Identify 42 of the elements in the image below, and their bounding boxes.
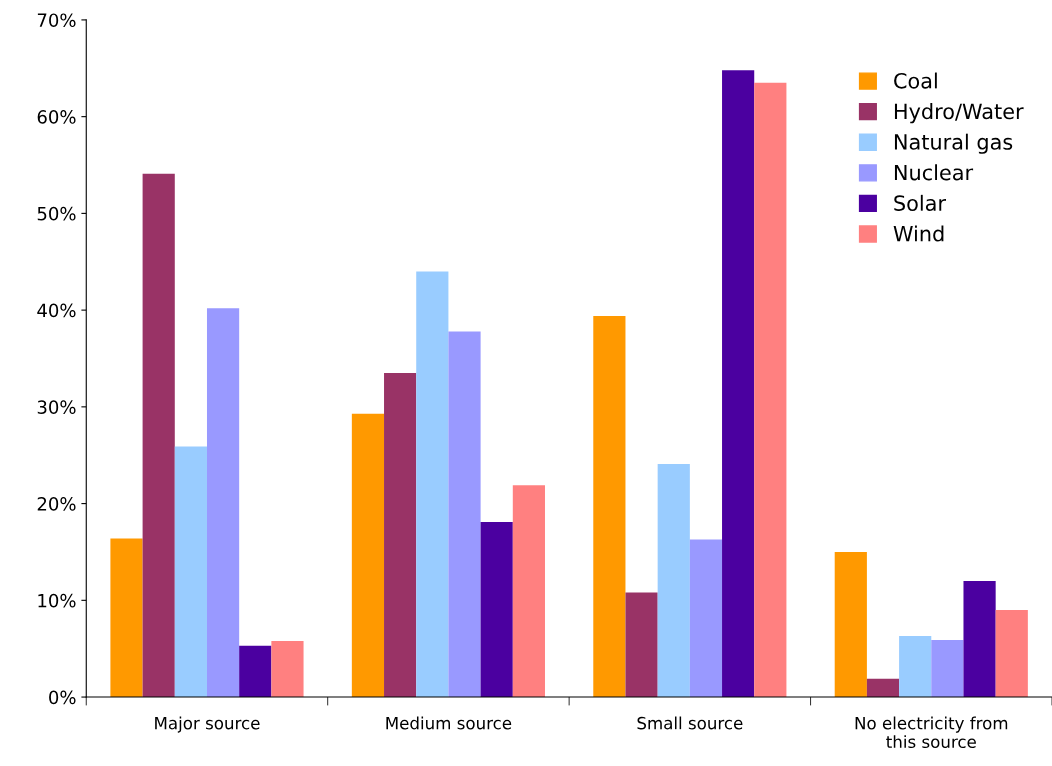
bar — [480, 521, 513, 698]
legend-label: Nuclear — [894, 164, 974, 181]
bar — [754, 82, 787, 698]
bar — [142, 173, 175, 698]
bar — [689, 539, 723, 698]
bar — [866, 678, 900, 698]
bar — [206, 308, 240, 698]
legend-label: Natural gas — [894, 133, 1013, 154]
y-tick-label: 0% — [49, 690, 76, 705]
y-tick-label: 40% — [37, 303, 76, 318]
bar — [416, 271, 449, 698]
bar — [384, 373, 417, 698]
bar — [174, 446, 207, 698]
bar — [271, 640, 304, 698]
bar — [722, 70, 755, 698]
x-tick-label: Medium source — [386, 716, 512, 730]
bar — [351, 413, 385, 698]
bar — [593, 315, 626, 698]
legend-label: Wind — [893, 225, 944, 242]
bar — [899, 636, 932, 698]
bar — [110, 538, 143, 698]
bar — [963, 580, 996, 698]
y-tick-label: 70% — [37, 13, 76, 28]
bar — [834, 551, 867, 698]
legend-label: Hydro/Water — [894, 103, 1024, 124]
y-tick-label: 60% — [37, 110, 76, 124]
y-tick-label: 50% — [37, 206, 76, 221]
bar — [512, 485, 545, 698]
x-tick-label: No electricity from this source — [855, 716, 1008, 749]
y-tick-label: 10% — [38, 593, 76, 608]
bar — [239, 645, 272, 698]
y-tick-label: 30% — [37, 400, 76, 414]
bar — [931, 639, 964, 698]
legend-label: Coal — [894, 72, 937, 89]
legend-label: Solar — [894, 194, 947, 211]
bar — [625, 592, 658, 698]
bar — [995, 610, 1028, 698]
x-tick-label: Major source — [155, 716, 260, 733]
bar — [448, 331, 481, 698]
y-tick-label: 20% — [37, 497, 76, 511]
bar — [657, 463, 690, 698]
x-tick-label: Small source — [637, 716, 743, 730]
